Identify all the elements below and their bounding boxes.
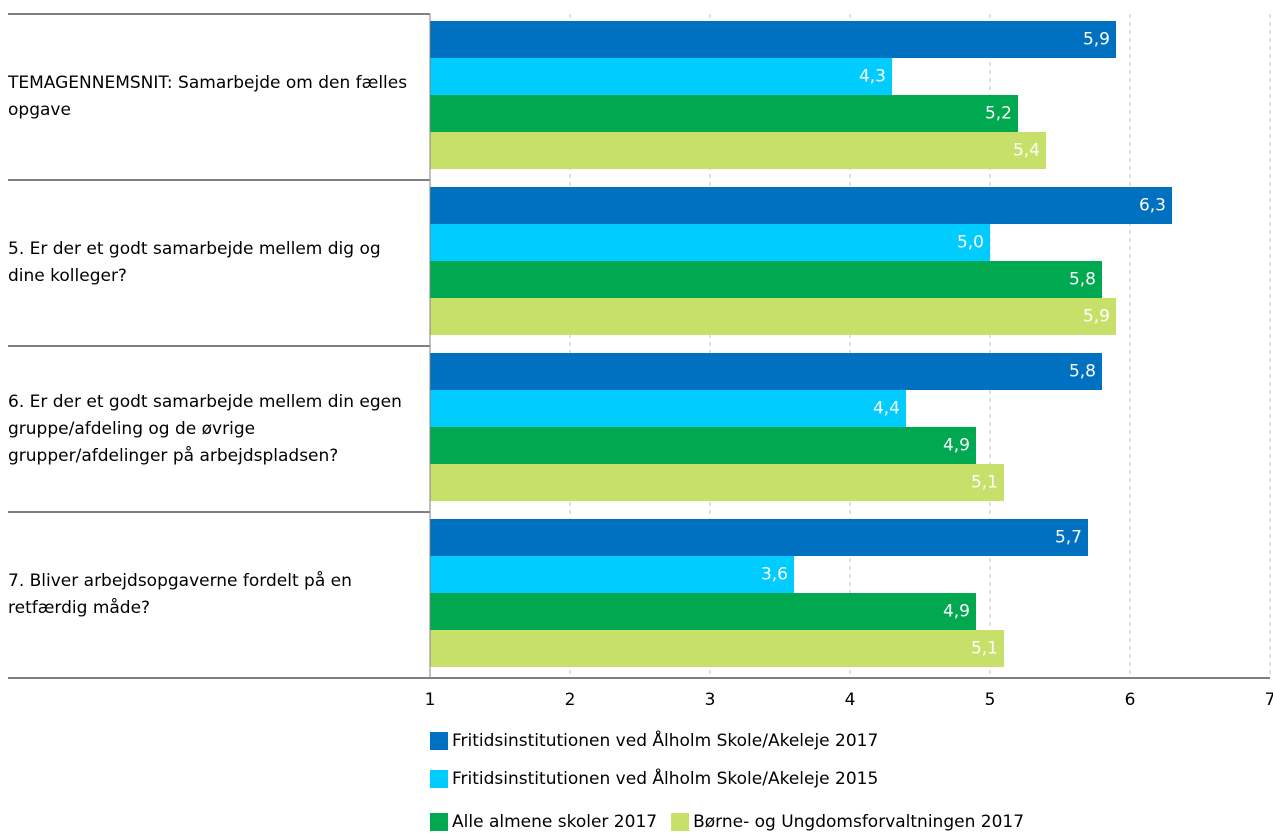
bar bbox=[430, 427, 976, 464]
legend-swatch bbox=[430, 813, 448, 831]
legend-swatch bbox=[430, 732, 448, 750]
value-label: 5,8 bbox=[1069, 362, 1096, 382]
x-tick-label: 6 bbox=[1125, 690, 1136, 710]
value-label: 5,2 bbox=[985, 104, 1012, 124]
bar bbox=[430, 556, 794, 593]
legend-label: Alle almene skoler 2017 bbox=[452, 812, 657, 832]
bar bbox=[430, 132, 1046, 169]
value-label: 4,4 bbox=[873, 399, 900, 419]
bar bbox=[430, 58, 892, 95]
bar bbox=[430, 298, 1116, 335]
category-label: TEMAGENNEMSNIT: Samarbejde om den fælles… bbox=[8, 73, 408, 120]
bar bbox=[430, 21, 1116, 58]
x-tick-label: 3 bbox=[705, 690, 716, 710]
category-label: 5. Er der et godt samarbejde mellem dig … bbox=[8, 239, 381, 286]
bar bbox=[430, 187, 1172, 224]
value-label: 5,0 bbox=[957, 233, 984, 253]
value-label: 4,9 bbox=[943, 436, 970, 456]
value-label: 5,9 bbox=[1083, 30, 1110, 50]
value-label: 5,1 bbox=[971, 473, 998, 493]
legend-swatch bbox=[430, 770, 448, 788]
value-label: 4,3 bbox=[859, 67, 886, 87]
bar bbox=[430, 464, 1004, 501]
bar bbox=[430, 593, 976, 630]
x-tick-label: 5 bbox=[985, 690, 996, 710]
bar bbox=[430, 224, 990, 261]
x-tick-label: 2 bbox=[565, 690, 576, 710]
value-label: 5,9 bbox=[1083, 307, 1110, 327]
bar bbox=[430, 630, 1004, 667]
category-label: 6. Er der et godt samarbejde mellem din … bbox=[8, 391, 402, 466]
bar bbox=[430, 390, 906, 427]
value-label: 3,6 bbox=[761, 565, 788, 585]
value-label: 4,9 bbox=[943, 602, 970, 622]
x-tick-label: 4 bbox=[845, 690, 856, 710]
category-label: 7. Bliver arbejdsopgaverne fordelt på en… bbox=[8, 571, 352, 618]
legend-label: Fritidsinstitutionen ved Ålholm Skole/Ak… bbox=[452, 729, 878, 751]
bar bbox=[430, 519, 1088, 556]
bar bbox=[430, 95, 1018, 132]
legend-swatch bbox=[671, 813, 690, 831]
value-label: 5,7 bbox=[1055, 528, 1082, 548]
legend-label: Fritidsinstitutionen ved Ålholm Skole/Ak… bbox=[452, 767, 878, 789]
value-label: 5,1 bbox=[971, 639, 998, 659]
value-label: 6,3 bbox=[1139, 196, 1166, 216]
value-label: 5,4 bbox=[1013, 141, 1040, 161]
x-tick-label: 1 bbox=[425, 690, 436, 710]
bar bbox=[430, 353, 1102, 390]
bar bbox=[430, 261, 1102, 298]
value-label: 5,8 bbox=[1069, 270, 1096, 290]
legend-label: Børne- og Ungdomsforvaltningen 2017 bbox=[693, 812, 1024, 832]
x-tick-label: 7 bbox=[1265, 690, 1273, 710]
